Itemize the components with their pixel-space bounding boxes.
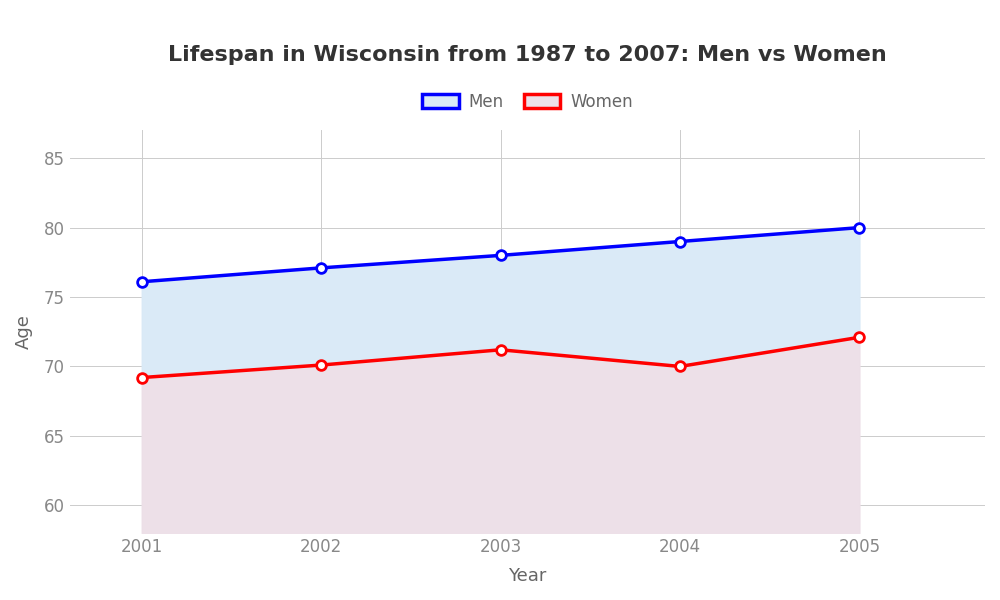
Legend: Men, Women: Men, Women [415,86,640,118]
Y-axis label: Age: Age [15,314,33,349]
Title: Lifespan in Wisconsin from 1987 to 2007: Men vs Women: Lifespan in Wisconsin from 1987 to 2007:… [168,45,887,65]
X-axis label: Year: Year [508,567,547,585]
